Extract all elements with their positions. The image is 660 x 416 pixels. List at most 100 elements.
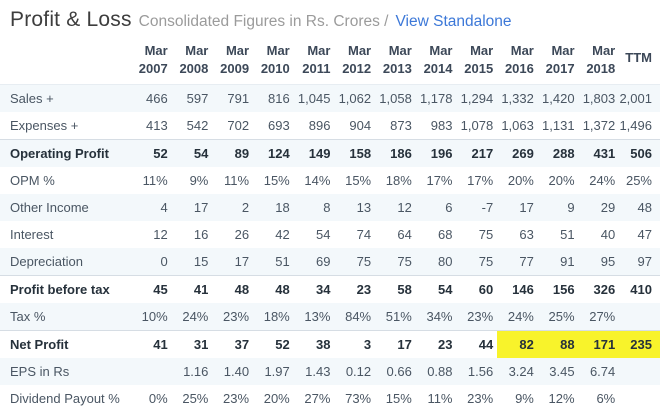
cell: 1.97 xyxy=(264,364,290,380)
row-label: Net Profit xyxy=(0,330,131,359)
table-body: Sales +466 597 791 816 1,045 1,062 1,058 1,178 1… xyxy=(0,84,660,413)
cell: 17% xyxy=(426,173,453,189)
cell: 24% xyxy=(507,309,534,325)
cell: 26 xyxy=(234,227,250,243)
cell: 1,803 xyxy=(582,91,616,107)
cell: 2 xyxy=(241,200,250,216)
cell: 69 xyxy=(315,254,331,270)
cell: 1,058 xyxy=(379,91,412,107)
cell: 542 xyxy=(186,118,209,134)
column-header: TTM xyxy=(625,50,652,66)
table-row: Sales + 466 597 791 816 1,045 1,062 1,058 1,178 1… xyxy=(0,84,660,113)
table-row: EPS in Rs 1.16 1.40 1.97 1.43 0.12 0.66 0.88 1.5… xyxy=(0,358,660,386)
cell: 3.24 xyxy=(508,364,534,380)
column-header: Mar 2018 xyxy=(586,43,616,76)
cell: 693 xyxy=(268,118,290,134)
cell: 37 xyxy=(212,330,254,359)
cell: 68 xyxy=(438,227,453,243)
column-header: Mar 2009 xyxy=(220,43,250,76)
table-row: Profit before tax 45 41 48 48 34 23 58 54 60 146 15… xyxy=(0,275,660,304)
column-header: Mar 2010 xyxy=(260,43,290,76)
cell: 149 xyxy=(293,139,335,168)
cell: 124 xyxy=(253,139,294,168)
table-row: Other Income 4 17 2 18 8 13 12 6 -7 17 9 29 48 xyxy=(0,194,660,222)
cell: 14% xyxy=(304,173,331,189)
cell: 702 xyxy=(227,118,250,134)
cell: 17 xyxy=(519,200,534,216)
cell: 75 xyxy=(478,254,494,270)
cell: 47 xyxy=(637,227,652,243)
cell: 156 xyxy=(537,275,579,304)
cell: 8 xyxy=(323,200,331,216)
cell: 1.40 xyxy=(223,364,250,380)
cell: 1,332 xyxy=(501,91,534,107)
cell: 27% xyxy=(589,309,616,325)
column-header: Mar 2015 xyxy=(464,43,494,76)
cell: 1,372 xyxy=(582,118,616,134)
cell: 1.43 xyxy=(305,364,331,380)
cell: 269 xyxy=(497,139,538,168)
cell: 23% xyxy=(223,309,250,325)
row-label: Dividend Payout % xyxy=(10,391,120,407)
cell: 6 xyxy=(445,200,453,216)
cell: 1,063 xyxy=(501,118,534,134)
cell: 17 xyxy=(193,200,209,216)
cell: 17 xyxy=(234,254,250,270)
cell: 34% xyxy=(426,309,453,325)
cell: 48 xyxy=(637,200,652,216)
cell: 18% xyxy=(385,173,412,189)
cell: 896 xyxy=(308,118,331,134)
cell: 89 xyxy=(212,139,254,168)
cell: 1,178 xyxy=(419,91,453,107)
row-label-header xyxy=(0,38,131,85)
column-header: Mar 2012 xyxy=(342,43,372,76)
cell: 506 xyxy=(619,139,660,168)
cell: 24% xyxy=(589,173,616,189)
row-label[interactable]: Sales + xyxy=(10,91,54,107)
cell: 75 xyxy=(356,254,372,270)
cell: 15% xyxy=(385,391,412,407)
cell: 466 xyxy=(145,91,168,107)
cell: 75 xyxy=(397,254,412,270)
cell: 12 xyxy=(397,200,412,216)
cell: 9% xyxy=(189,173,209,189)
cell: 0% xyxy=(148,391,168,407)
cell: 74 xyxy=(356,227,372,243)
cell: 16 xyxy=(193,227,209,243)
cell: 41 xyxy=(131,330,172,359)
cell: 38 xyxy=(293,330,335,359)
cell: 41 xyxy=(171,275,213,304)
pl-table: Mar 2007 Mar 2008 Mar 2009 Mar 2010 Mar 2011 Mar 20… xyxy=(0,38,660,412)
cell: 29 xyxy=(600,200,616,216)
cell: 20% xyxy=(548,173,575,189)
cell: 431 xyxy=(578,139,620,168)
cell: 1.16 xyxy=(183,364,209,380)
row-label[interactable]: Expenses + xyxy=(10,118,79,134)
page-title: Profit & Loss xyxy=(10,8,132,31)
cell: 51% xyxy=(385,309,412,325)
cell: 42 xyxy=(275,227,290,243)
table-row: Interest 12 16 26 42 54 74 64 68 75 63 51 40 47 xyxy=(0,221,660,248)
cell: 904 xyxy=(349,118,372,134)
table-row: Dividend Payout % 0% 25% 23% 20% 27% 73% 15% 11%… xyxy=(0,385,660,412)
table-row: Depreciation 0 15 17 51 69 75 75 80 75 77 91 95 97 xyxy=(0,248,660,276)
cell: 80 xyxy=(438,254,453,270)
cell: 24% xyxy=(182,309,209,325)
row-label: Depreciation xyxy=(10,254,83,270)
table-row: Net Profit 41 31 37 52 38 3 17 23 44 82 88 171 235 xyxy=(0,330,660,359)
cell: 1,496 xyxy=(619,118,652,134)
cell: 45 xyxy=(131,275,172,304)
row-label: Profit before tax xyxy=(0,275,131,304)
cell: 288 xyxy=(537,139,579,168)
cell: 326 xyxy=(578,275,620,304)
row-label: Operating Profit xyxy=(0,139,131,168)
cell: 20% xyxy=(263,391,290,407)
cell: 12 xyxy=(153,227,168,243)
cell: 6.74 xyxy=(589,364,616,380)
view-standalone-link[interactable]: View Standalone xyxy=(395,13,512,30)
cell: 52 xyxy=(131,139,172,168)
cell: 0.88 xyxy=(427,364,453,380)
cell: 9 xyxy=(567,200,575,216)
cell: 51 xyxy=(275,254,290,270)
